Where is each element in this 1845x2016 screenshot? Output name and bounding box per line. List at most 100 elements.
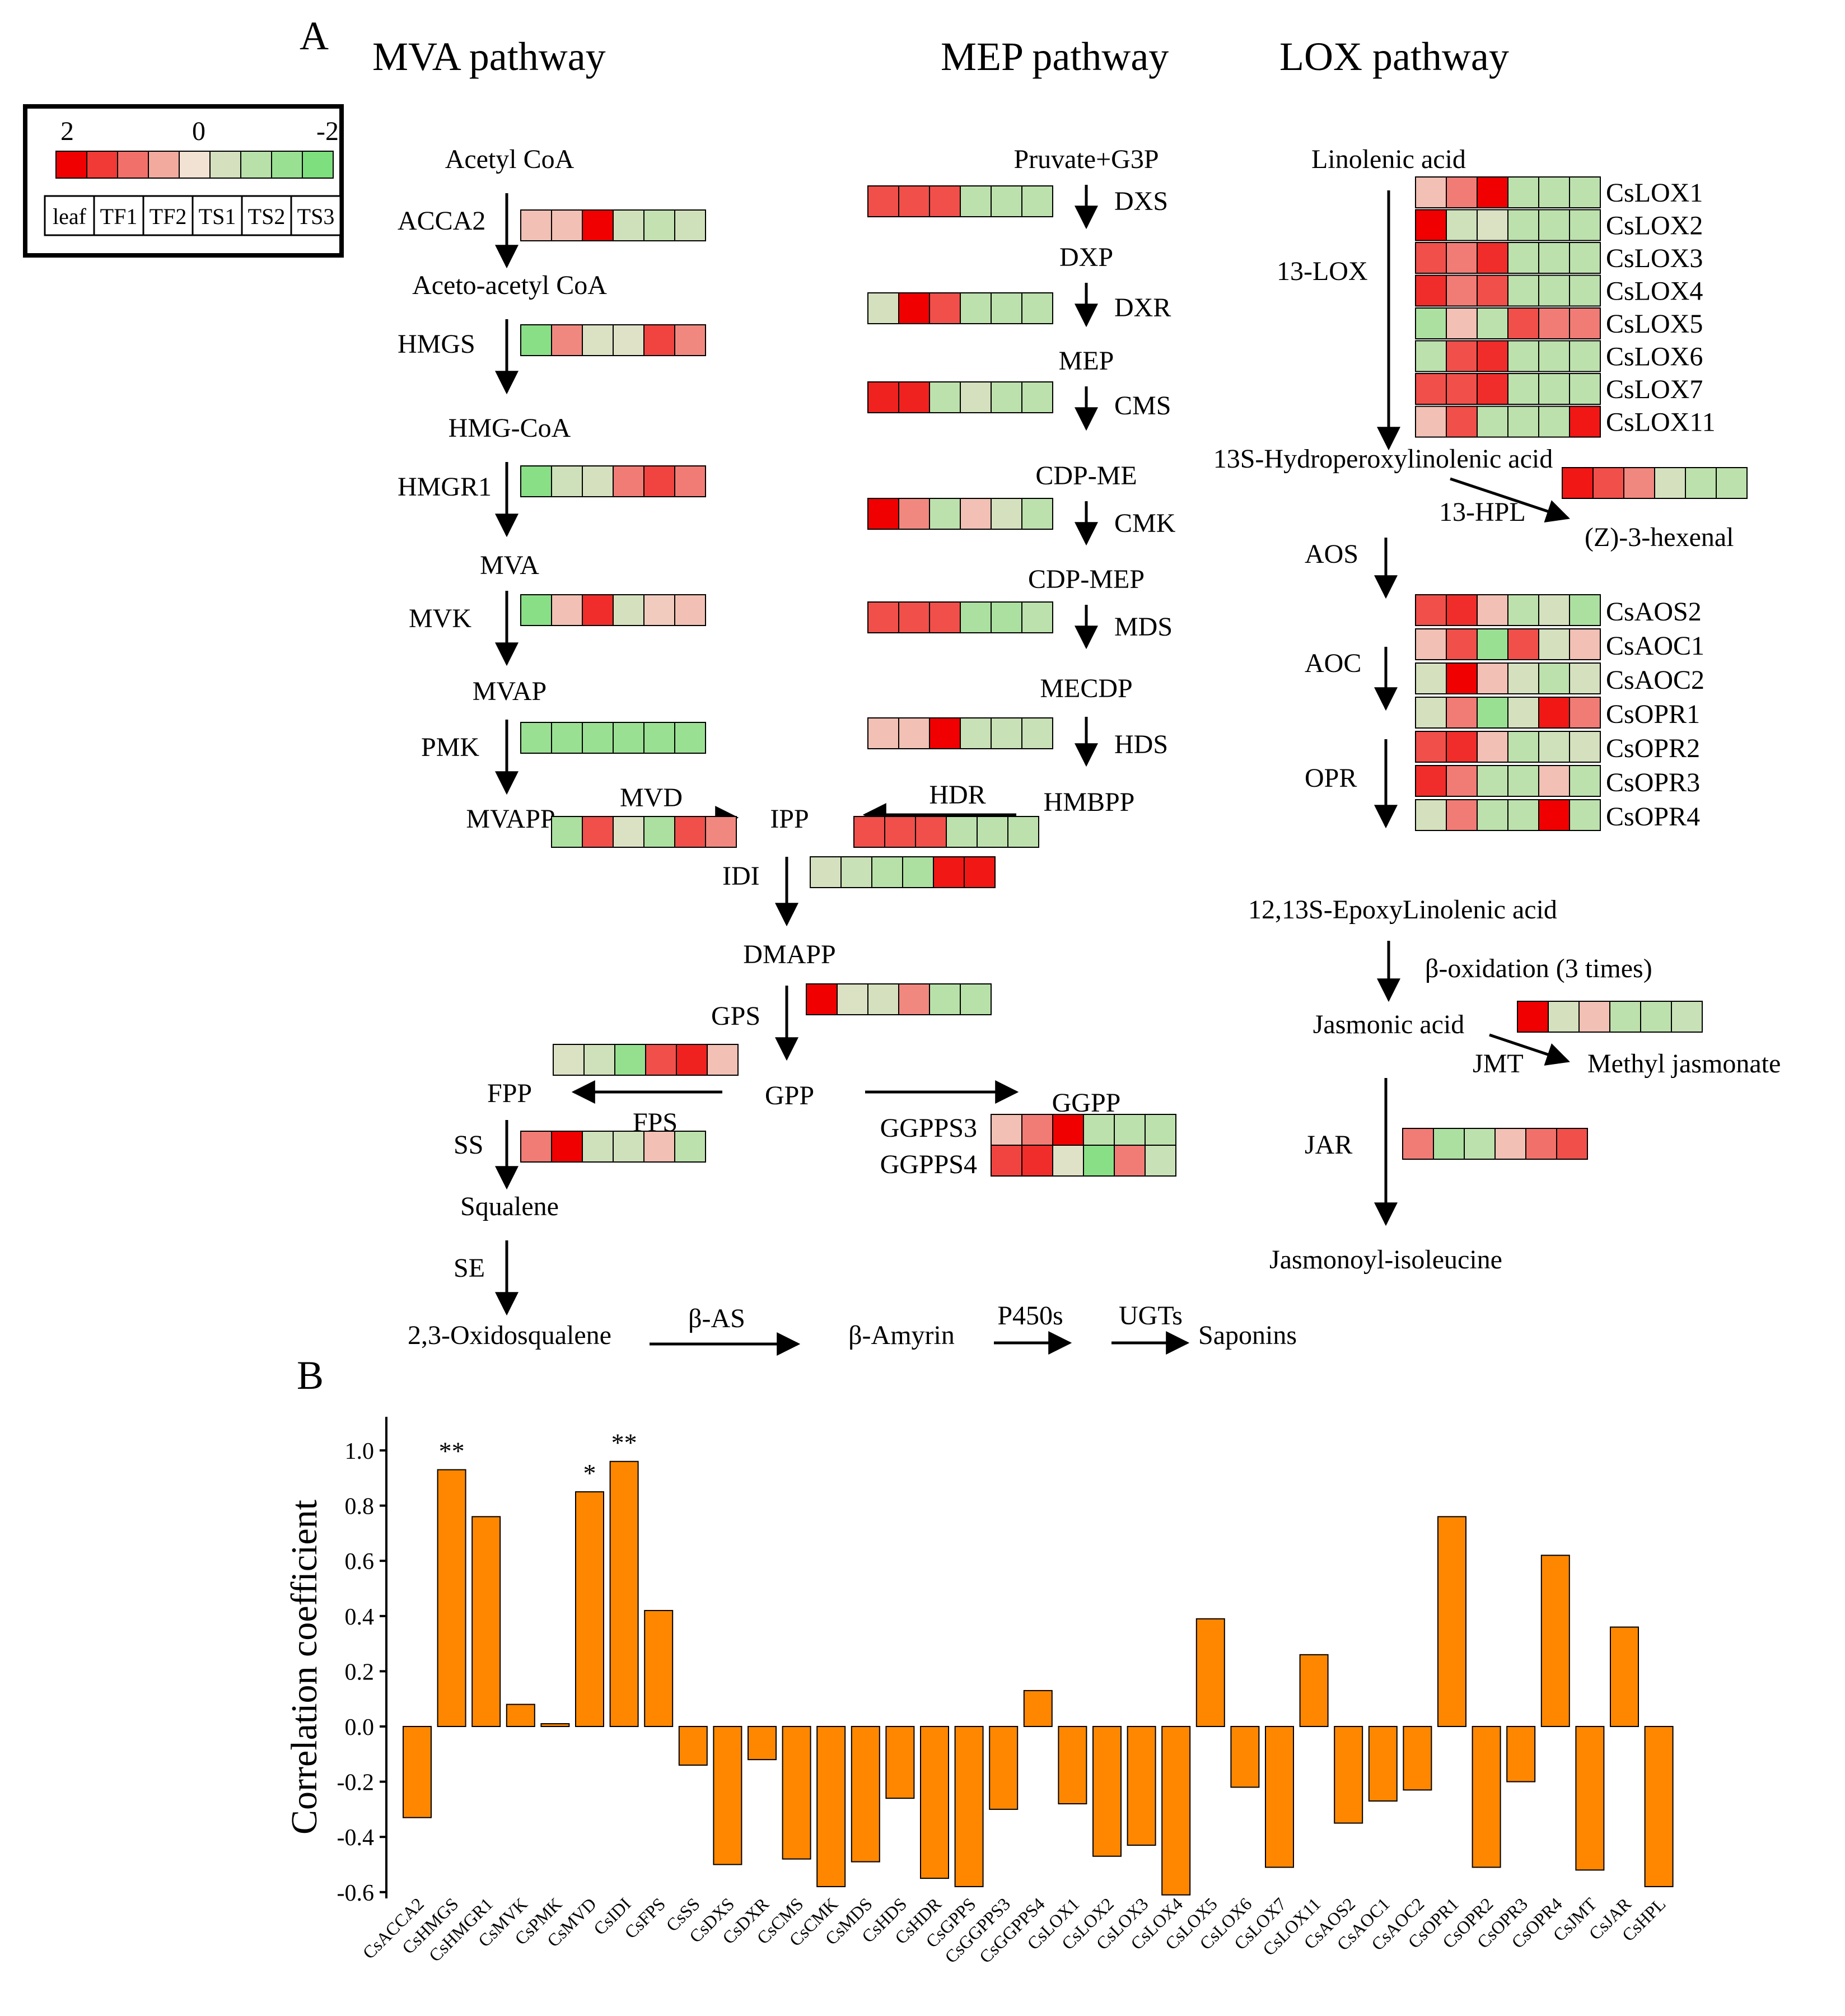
heatmap-jasmonate-row-cell: [1569, 594, 1601, 626]
panel-a: A MVA pathway MEP pathway LOX pathway 2 …: [23, 13, 1781, 1356]
title-mep-pathway: MEP pathway: [941, 34, 1169, 79]
legend-swatch: [55, 151, 87, 179]
heatmap-lox-row-cell: [1446, 274, 1478, 307]
enzyme-hds: HDS: [1114, 730, 1168, 759]
legend-swatch: [117, 151, 149, 179]
jasmonate-gene-label: CsOPR1: [1606, 699, 1700, 729]
heatmap-jasmonate-row-cell: [1446, 662, 1478, 694]
heatmap-lox-row-cell: [1446, 307, 1478, 339]
heatmap-jasmonate-row-cell: [1477, 799, 1508, 831]
heatmap-lox-row-cell: [1446, 340, 1478, 372]
chart-y-tick-label: 0.2: [345, 1659, 375, 1685]
heatmap-jmt: [1517, 1001, 1703, 1033]
enzyme-mvd: MVD: [620, 783, 683, 813]
heatmap-jasmonate-row-cell: [1538, 765, 1570, 797]
heatmap-hmgr1-cell: [520, 465, 552, 497]
heatmap-fps-cell: [707, 1044, 739, 1076]
heatmap-jasmonate-row-cell: [1415, 731, 1447, 763]
legend-sample-label: TS2: [248, 204, 286, 229]
heatmap-jasmonate-row-cell: [1507, 765, 1539, 797]
metabolite-cdp-me: CDP-ME: [1035, 461, 1137, 491]
heatmap-hds-cell: [898, 717, 930, 749]
chart-significance-mark: **: [611, 1429, 637, 1457]
chart-bars: [403, 1460, 1674, 1896]
heatmap-fps-cell: [676, 1044, 708, 1076]
panel-b: B Correlation coefficient 1.0 0.8 0.6 0.4 0.…: [284, 1353, 1674, 1967]
enzyme-13-hpl: 13-HPL: [1439, 497, 1526, 527]
chart-bar-csopr4: [1540, 1555, 1570, 1728]
heatmap-jmt-cell: [1640, 1001, 1672, 1033]
chart-bar-csmvk: [506, 1704, 535, 1728]
metabolite-jasmonoyl-isoleucine: Jasmonoyl-isoleucine: [1269, 1245, 1502, 1275]
chart-bar-csaos2: [1334, 1726, 1363, 1824]
heatmap-jasmonate-row-cell: [1446, 799, 1478, 831]
metabolite-dmapp: DMAPP: [743, 940, 835, 969]
heatmap-pmk-cell: [643, 722, 675, 754]
heatmap-dxs-cell: [1021, 185, 1053, 217]
heatmap-lox-row-cell: [1507, 176, 1539, 208]
enzyme-hmgs: HMGS: [398, 329, 475, 359]
heatmap-lox-row-cell: [1507, 242, 1539, 274]
lox-gene-label: CsLOX11: [1606, 408, 1716, 437]
metabolite-gpp: GPP: [765, 1081, 814, 1110]
terpenoid-core: IPP IDI DMAPP GPS GPP FPS FPP SS Squalen…: [408, 804, 1297, 1356]
enzyme-gps: GPS: [711, 1001, 760, 1031]
heatmap-hds-cell: [960, 717, 992, 749]
heatmap-ss-cell: [613, 1131, 644, 1163]
heatmap-dxr-cell: [898, 292, 930, 324]
title-lox-pathway: LOX pathway: [1279, 34, 1509, 79]
heatmap-jasmonate-row-cell: [1538, 594, 1570, 626]
heatmap-hdr-cell: [915, 816, 947, 848]
heatmap-jmt-cell: [1578, 1001, 1610, 1033]
heatmap-jasmonate-row-cell: [1569, 628, 1601, 660]
heatmap-lox-row-cell: [1415, 307, 1447, 339]
heatmap-ggpps4-cell: [1083, 1145, 1115, 1177]
heatmap-mds-cell: [991, 601, 1022, 633]
heatmap-dxs: [867, 185, 1053, 217]
heatmap-hds: [867, 717, 1053, 749]
arrow-jmt: [1489, 1033, 1570, 1066]
heatmap-jar-cell: [1556, 1128, 1588, 1160]
heatmap-acca2-cell: [674, 209, 706, 241]
heatmap-jasmonate-row-cell: [1569, 731, 1601, 763]
lox-gene-label: CsLOX7: [1606, 375, 1703, 404]
heatmap-lox-row-cell: [1415, 373, 1447, 405]
chart-y-tick-label: 0.8: [345, 1494, 375, 1520]
jasmonate-gene-label: CsAOC1: [1606, 631, 1704, 661]
heatmap-idi-cell: [840, 856, 872, 888]
chart-y-tick-label: 1.0: [345, 1439, 375, 1464]
metabolite-13s-hydroperoxylinolenic: 13S-Hydroperoxylinolenic acid: [1213, 444, 1553, 474]
enzyme-13-lox: 13-LOX: [1277, 256, 1368, 286]
enzyme-jar: JAR: [1305, 1130, 1352, 1160]
heatmap-hmgs-cell: [674, 324, 706, 356]
heatmap-jasmonate-row-cell: [1538, 799, 1570, 831]
heatmap-lox-row-cell: [1507, 405, 1539, 438]
heatmap-ggpps3-cell: [1052, 1114, 1084, 1146]
heatmap-mds-cell: [867, 601, 899, 633]
heatmap-ggpps: [991, 1114, 1176, 1177]
chart-bar-csmds: [851, 1726, 880, 1863]
correlation-chart: Correlation coefficient 1.0 0.8 0.6 0.4 0.2 0…: [284, 1417, 1674, 1967]
chart-y-tick-label: 0.4: [345, 1604, 375, 1630]
heatmap-mvk-cell: [551, 594, 583, 626]
color-legend: 2 0 -2 leaf TF1 TF2 TS1 TS2 TS3: [23, 104, 344, 258]
heatmap-jasmonate-row-cell: [1477, 594, 1508, 626]
heatmap-fps: [553, 1044, 739, 1076]
heatmap-mvd-cell: [643, 816, 675, 848]
heatmap-idi: [810, 856, 996, 888]
heatmap-jasmonate-row-cell: [1569, 662, 1601, 694]
heatmap-jasmonate-row-cell: [1569, 799, 1601, 831]
heatmap-jasmonate-row-cell: [1569, 765, 1601, 797]
heatmap-fps-cell: [553, 1044, 585, 1076]
legend-swatch: [302, 151, 334, 179]
heatmap-ggpps3-cell: [991, 1114, 1022, 1146]
heatmap-hmgr1-cell: [674, 465, 706, 497]
heatmap-idi-cell: [810, 856, 842, 888]
heatmap-ggpps4-cell: [1021, 1145, 1053, 1177]
metabolite-saponins: Saponins: [1198, 1320, 1297, 1350]
heatmap-dxs-cell: [960, 185, 992, 217]
heatmap-jasmonate-row-cell: [1446, 731, 1478, 763]
jasmonate-gene-label: CsAOC2: [1606, 665, 1704, 695]
